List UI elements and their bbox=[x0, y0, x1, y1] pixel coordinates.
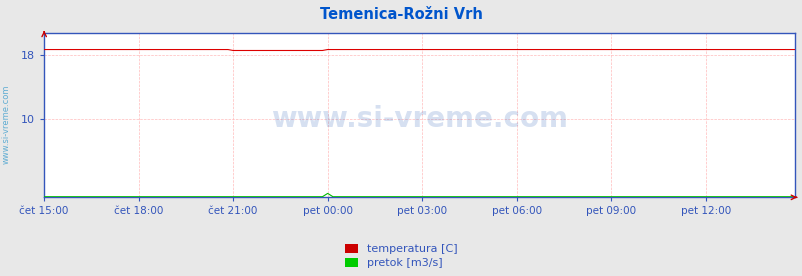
Text: Temenica-Rožni Vrh: Temenica-Rožni Vrh bbox=[320, 7, 482, 22]
Text: www.si-vreme.com: www.si-vreme.com bbox=[2, 84, 11, 164]
Text: www.si-vreme.com: www.si-vreme.com bbox=[271, 105, 567, 132]
Legend: temperatura [C], pretok [m3/s]: temperatura [C], pretok [m3/s] bbox=[342, 242, 460, 270]
